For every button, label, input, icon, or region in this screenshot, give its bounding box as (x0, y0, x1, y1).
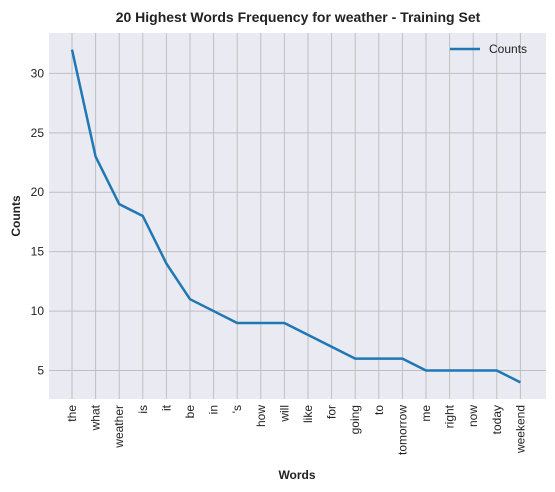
x-tick-label: be (183, 405, 197, 419)
x-tick-label: weekend (513, 405, 527, 454)
x-tick-label: right (443, 404, 457, 428)
x-tick-label: in (207, 405, 221, 414)
x-tick-label: tomorrow (395, 405, 409, 455)
legend: Counts (450, 42, 527, 56)
plot-area (49, 33, 546, 399)
x-tick-label: 's (230, 405, 244, 413)
y-axis-label: Counts (9, 195, 23, 237)
x-axis-label: Words (278, 468, 315, 482)
x-tick-label: now (466, 405, 480, 427)
x-tick-label: what (89, 404, 103, 431)
x-tick-label: going (348, 405, 362, 434)
x-tick-label: today (490, 405, 504, 434)
y-tick-label: 25 (31, 126, 45, 140)
x-axis-ticks: the what weather is it be in 's how will like for go… (65, 404, 527, 455)
x-tick-label: like (301, 405, 315, 423)
grid-lines (49, 33, 546, 399)
y-tick-label: 5 (37, 363, 44, 377)
x-tick-label: will (277, 405, 291, 423)
y-axis-ticks: 5 10 15 20 25 30 (31, 66, 45, 377)
x-tick-label: it (159, 404, 173, 411)
x-tick-label: to (372, 405, 386, 415)
legend-label-counts: Counts (489, 42, 527, 56)
chart-title: 20 Highest Words Frequency for weather -… (116, 9, 481, 25)
y-tick-label: 15 (31, 245, 45, 259)
x-tick-label: for (325, 405, 339, 419)
x-tick-label: the (65, 405, 79, 422)
series-line-counts (70, 49, 521, 384)
x-tick-label: is (136, 405, 150, 414)
x-tick-label: how (254, 405, 268, 427)
x-tick-label: me (419, 405, 433, 422)
x-tick-label: weather (112, 405, 126, 449)
y-tick-label: 20 (31, 185, 45, 199)
y-tick-label: 10 (31, 304, 45, 318)
y-tick-label: 30 (31, 66, 45, 80)
